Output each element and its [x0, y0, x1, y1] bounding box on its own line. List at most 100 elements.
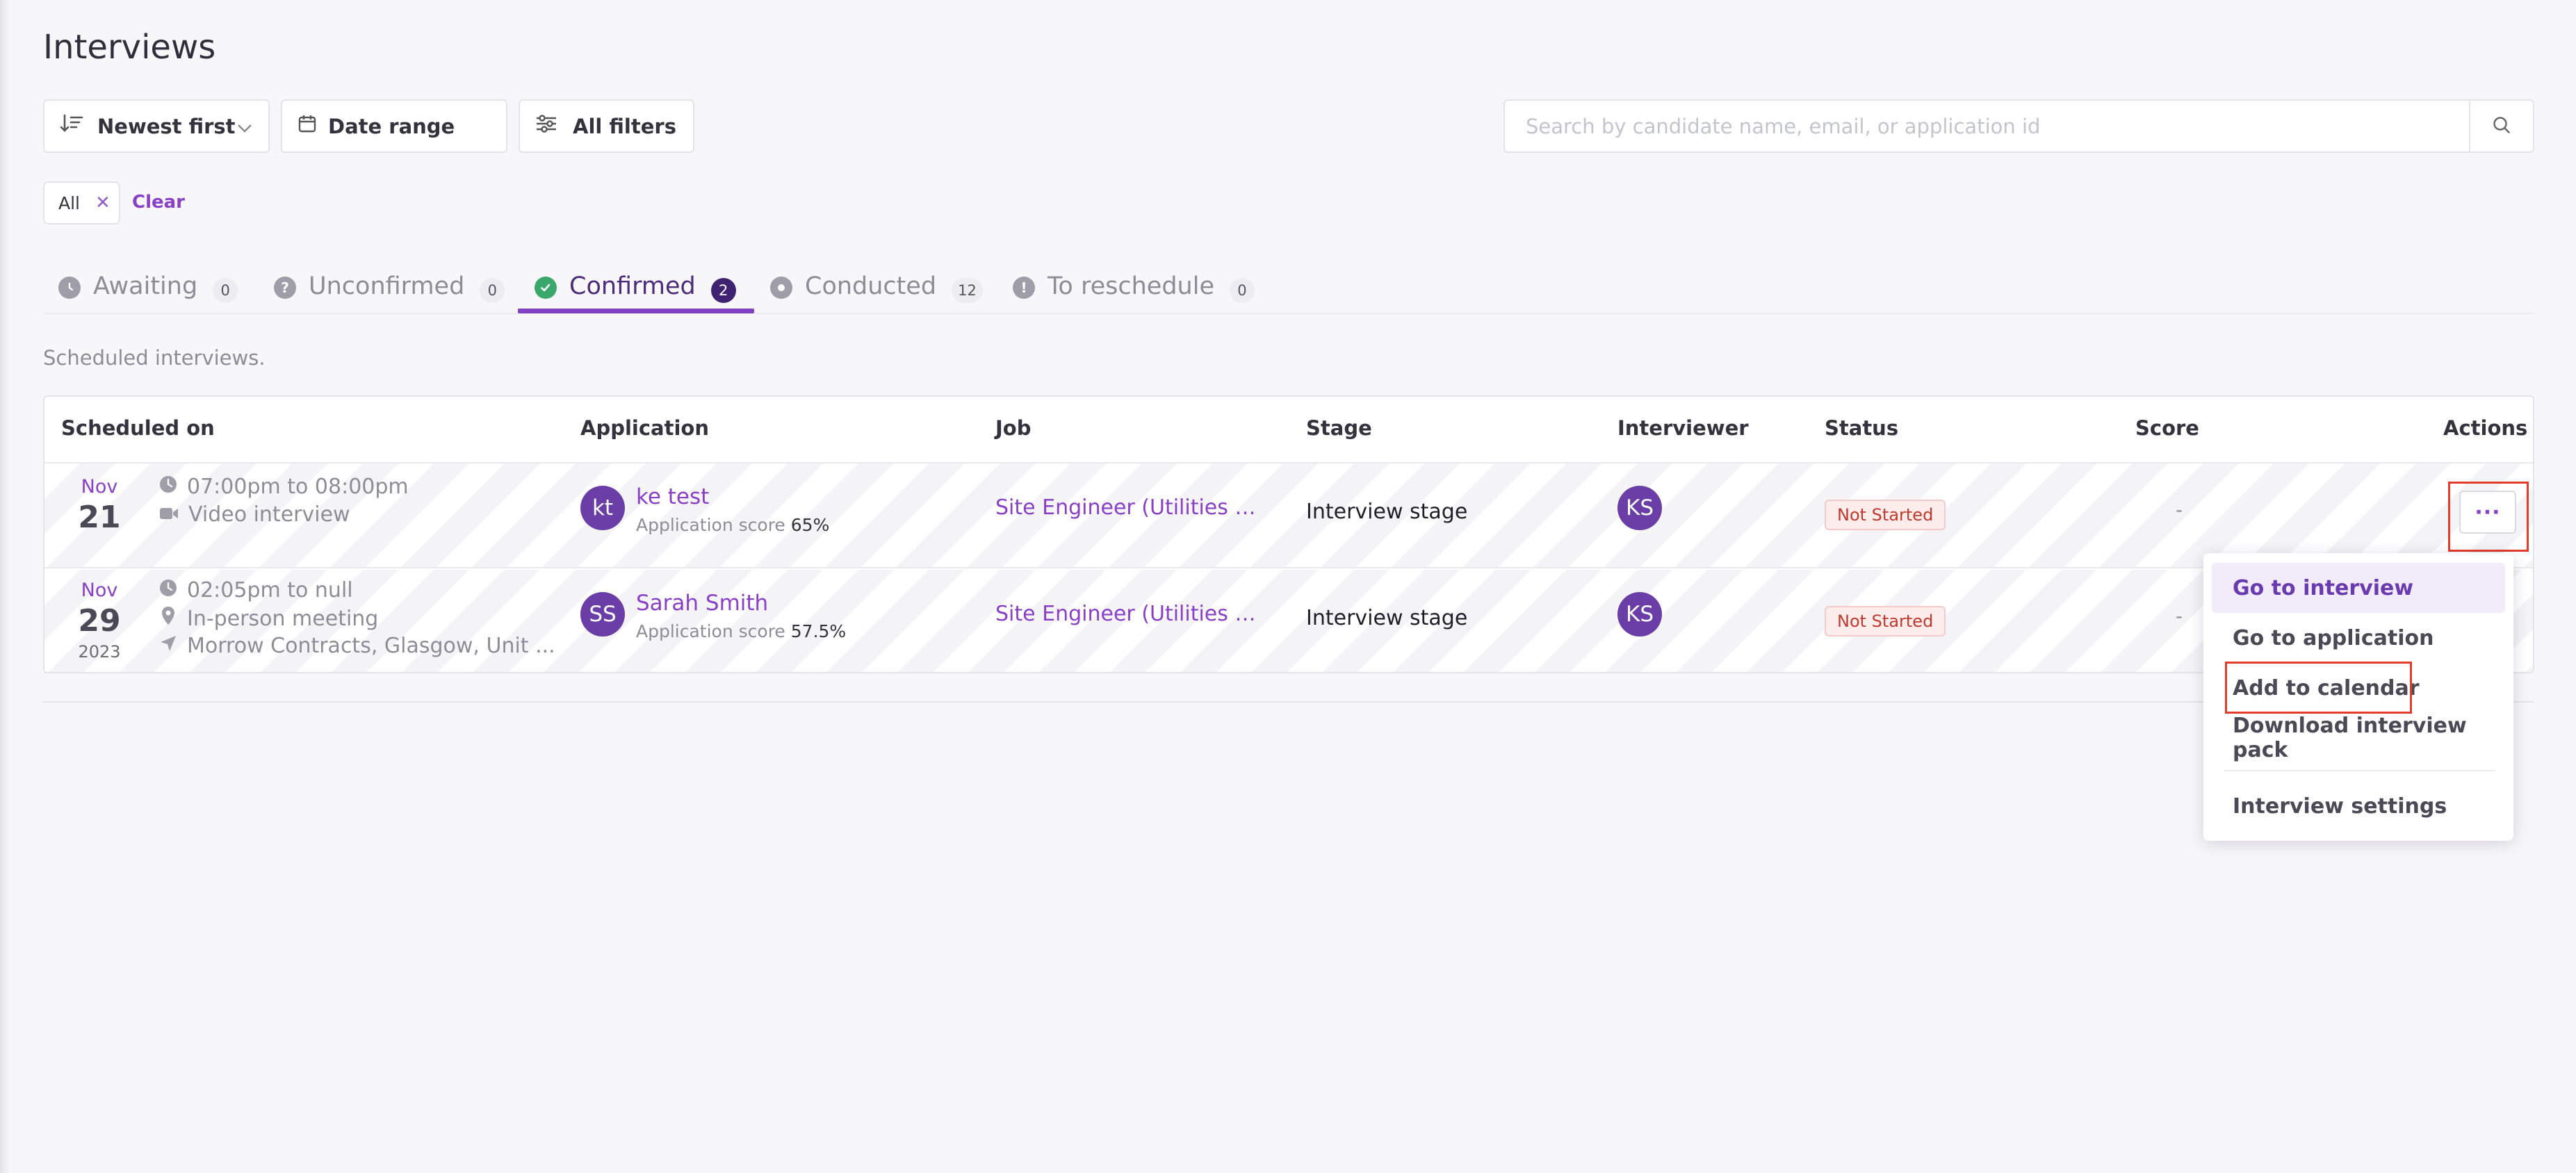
chevron-down-icon: [236, 115, 253, 138]
score-value: -: [2176, 605, 2183, 627]
tab-count: 0: [213, 278, 238, 303]
application-score-label: Application score: [636, 515, 785, 535]
calendar-icon: [297, 114, 317, 138]
menu-item-add-to-calendar[interactable]: Add to calendar: [2233, 675, 2420, 700]
menu-item-download-interview-pack[interactable]: Download interview pack: [2233, 714, 2467, 762]
section-subtitle: Scheduled interviews.: [43, 346, 266, 370]
interviewer-avatar: KS: [1617, 486, 1662, 530]
interview-location: Morrow Contracts, Glasgow, Unit ...: [159, 634, 555, 658]
tab-count: 0: [480, 278, 505, 303]
status-badge: Not Started: [1825, 500, 1946, 530]
dot-circle-icon: [770, 277, 792, 299]
search-input[interactable]: [1505, 101, 2469, 151]
date-range-label: Date range: [328, 114, 455, 138]
stage-text: Interview stage: [1306, 500, 1468, 524]
tab-to-reschedule[interactable]: ! To reschedule 0: [1013, 267, 1255, 314]
filter-chip-all: All ✕: [43, 181, 120, 224]
column-header-stage: Stage: [1306, 416, 1372, 440]
date-day: 21: [78, 500, 121, 535]
filter-chip-label: All: [58, 192, 80, 213]
date-year: 2023: [78, 642, 121, 662]
job-link[interactable]: Site Engineer (Utilities & G...: [995, 602, 1260, 626]
stage-text: Interview stage: [1306, 606, 1468, 630]
application-score-label: Application score: [636, 621, 785, 641]
menu-item-go-to-application[interactable]: Go to application: [2233, 625, 2434, 650]
row-actions-button[interactable]: ···: [2459, 491, 2516, 534]
close-icon[interactable]: ✕: [95, 192, 111, 213]
interviews-table: Scheduled on Application Job Stage Inter…: [43, 395, 2534, 673]
clock-icon: [159, 475, 187, 499]
interview-type: In-person meeting: [159, 606, 378, 631]
exclamation-icon: !: [1013, 277, 1035, 299]
avatar: kt: [580, 486, 625, 530]
sliders-icon: [535, 114, 557, 138]
left-edge-shadow: [0, 0, 10, 1173]
clock-icon: [159, 578, 187, 602]
interview-type-text: Video interview: [188, 502, 350, 527]
column-header-scheduled-on: Scheduled on: [61, 416, 215, 440]
time-range: 02:05pm to null: [159, 578, 353, 602]
column-header-actions: Actions: [2443, 416, 2528, 440]
tab-label: Unconfirmed: [309, 272, 465, 300]
date-range-button[interactable]: Date range: [281, 99, 507, 153]
tabs-divider: [43, 313, 2534, 314]
tab-label: Confirmed: [569, 272, 696, 300]
tab-conducted[interactable]: Conducted 12: [770, 267, 983, 314]
date-month: Nov: [81, 580, 118, 601]
menu-divider: [2224, 770, 2495, 771]
page-title: Interviews: [43, 28, 216, 67]
sort-icon: [60, 113, 83, 139]
clear-filters-link[interactable]: Clear: [132, 192, 185, 213]
tab-awaiting[interactable]: Awaiting 0: [58, 267, 238, 314]
search-icon: [2492, 115, 2511, 138]
time-range-text: 07:00pm to 08:00pm: [187, 475, 409, 499]
all-filters-label: All filters: [573, 114, 676, 138]
table-header: Scheduled on Application Job Stage Inter…: [44, 397, 2533, 464]
video-camera-icon: [159, 502, 188, 527]
job-link[interactable]: Site Engineer (Utilities & G...: [995, 495, 1260, 520]
menu-item-interview-settings[interactable]: Interview settings: [2233, 794, 2447, 819]
time-range-text: 02:05pm to null: [187, 578, 353, 602]
tab-label: Conducted: [805, 272, 937, 300]
tab-count: 12: [952, 278, 983, 303]
tab-count: 2: [710, 278, 736, 303]
sort-dropdown[interactable]: Newest first: [43, 99, 270, 153]
search-button[interactable]: [2470, 101, 2533, 151]
all-filters-button[interactable]: All filters: [519, 99, 694, 153]
question-icon: ?: [274, 277, 296, 299]
application-score: Application score 57.5%: [636, 621, 846, 641]
time-range: 07:00pm to 08:00pm: [159, 475, 409, 499]
table-row[interactable]: Nov 29 2023 02:05pm to null In-person me…: [44, 570, 2533, 672]
status-badge: Not Started: [1825, 606, 1946, 637]
application-score-value: 65%: [790, 515, 830, 535]
menu-item-go-to-interview[interactable]: Go to interview: [2212, 563, 2505, 613]
table-bottom-rule: [43, 701, 2534, 703]
column-header-status: Status: [1825, 416, 1899, 440]
column-header-job: Job: [995, 416, 1032, 440]
tab-label: To reschedule: [1047, 272, 1214, 300]
candidate-name-link[interactable]: ke test: [636, 484, 710, 509]
clock-icon: [58, 277, 81, 299]
interview-type: Video interview: [159, 502, 350, 527]
date-month: Nov: [81, 476, 118, 498]
column-header-interviewer: Interviewer: [1617, 416, 1749, 440]
interview-location-text: Morrow Contracts, Glasgow, Unit ...: [187, 634, 555, 658]
search-bar: [1503, 99, 2534, 153]
sort-label: Newest first: [97, 114, 236, 138]
application-score-value: 57.5%: [790, 621, 847, 641]
tab-confirmed[interactable]: Confirmed 2: [535, 267, 736, 314]
application-score: Application score 65%: [636, 515, 829, 535]
interview-type-text: In-person meeting: [187, 606, 379, 631]
table-row[interactable]: Nov 21 07:00pm to 08:00pm Video intervie…: [44, 464, 2533, 568]
active-tab-indicator: [518, 309, 754, 313]
tab-unconfirmed[interactable]: ? Unconfirmed 0: [274, 267, 505, 314]
search-divider: [2469, 101, 2470, 151]
tab-label: Awaiting: [93, 272, 198, 300]
navigation-arrow-icon: [159, 634, 187, 658]
score-value: -: [2176, 498, 2183, 521]
check-circle-icon: [535, 277, 557, 299]
candidate-name-link[interactable]: Sarah Smith: [636, 591, 769, 616]
row-actions-menu: Go to interview Go to application Add to…: [2203, 553, 2513, 841]
column-header-score: Score: [2135, 416, 2199, 440]
highlight-box-add-to-calendar: [2225, 662, 2412, 714]
